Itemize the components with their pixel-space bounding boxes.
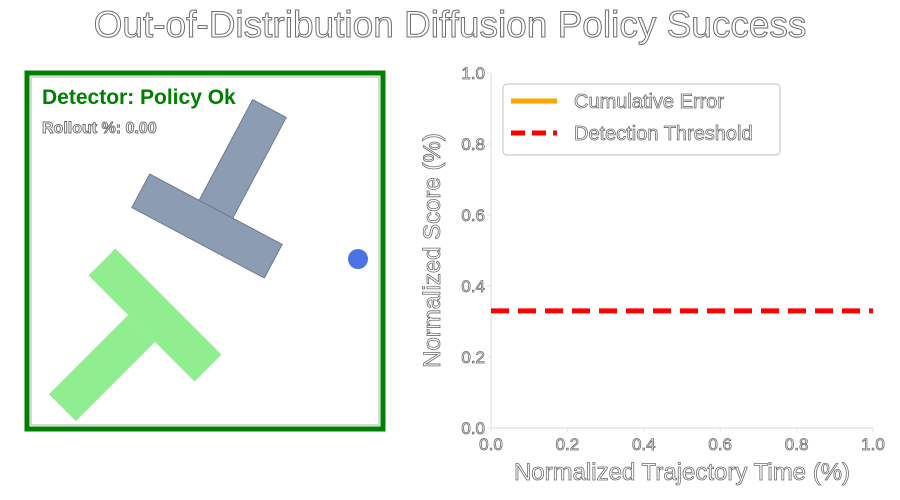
x-axis-label: Normalized Trajectory Time (%) — [514, 459, 850, 486]
chart-legend: Cumulative Error Detection Threshold — [502, 83, 781, 156]
chart-labels: Normalized Trajectory Time (%) Normalized… — [419, 133, 851, 487]
detector-panel: Detector: Policy Ok Rollout %: 0.00 — [24, 70, 386, 432]
x-tick-label: 0.8 — [785, 435, 809, 454]
y-tick-label: 0.4 — [461, 277, 485, 296]
chart-axes: 0.0 0.2 0.4 0.6 0.8 1.0 0.0 0.2 0.4 0.6 0.8 1.0 — [461, 64, 885, 455]
score-chart: 0.0 0.2 0.4 0.6 0.8 1.0 0.0 0.2 0.4 0.6 0.8 1.0 Nor… — [419, 64, 886, 487]
x-tick-label: 0.6 — [708, 435, 732, 454]
legend-box — [502, 83, 781, 156]
y-tick-label: 0.6 — [461, 206, 485, 225]
goal-t-stem — [48, 315, 155, 422]
x-tick-label: 1.0 — [861, 435, 885, 454]
goal-t-bar — [88, 248, 222, 382]
y-tick-label: 1.0 — [461, 64, 485, 83]
block-t-stem — [198, 98, 287, 219]
detector-status: Detector: Policy Ok — [42, 86, 236, 109]
y-tick-label: 0.8 — [461, 135, 485, 154]
chart-title: Out-of-Distribution Diffusion Policy Suc… — [93, 4, 807, 46]
rollout-percentage: Rollout %: 0.00 — [42, 120, 157, 137]
y-tick-label: 0.0 — [461, 419, 485, 438]
agent-dot — [348, 249, 368, 269]
y-axis-label: Normalized Score (%) — [419, 133, 446, 368]
x-tick-label: 0.0 — [479, 435, 503, 454]
x-tick-label: 0.2 — [556, 435, 580, 454]
y-tick-label: 0.2 — [461, 348, 485, 367]
inner-frame — [30, 76, 380, 426]
x-tick-label: 0.4 — [632, 435, 656, 454]
legend-label: Cumulative Error — [574, 91, 724, 113]
block-t-shape — [131, 98, 287, 279]
goal-t-shape — [48, 248, 222, 422]
legend-label: Detection Threshold — [574, 123, 753, 145]
